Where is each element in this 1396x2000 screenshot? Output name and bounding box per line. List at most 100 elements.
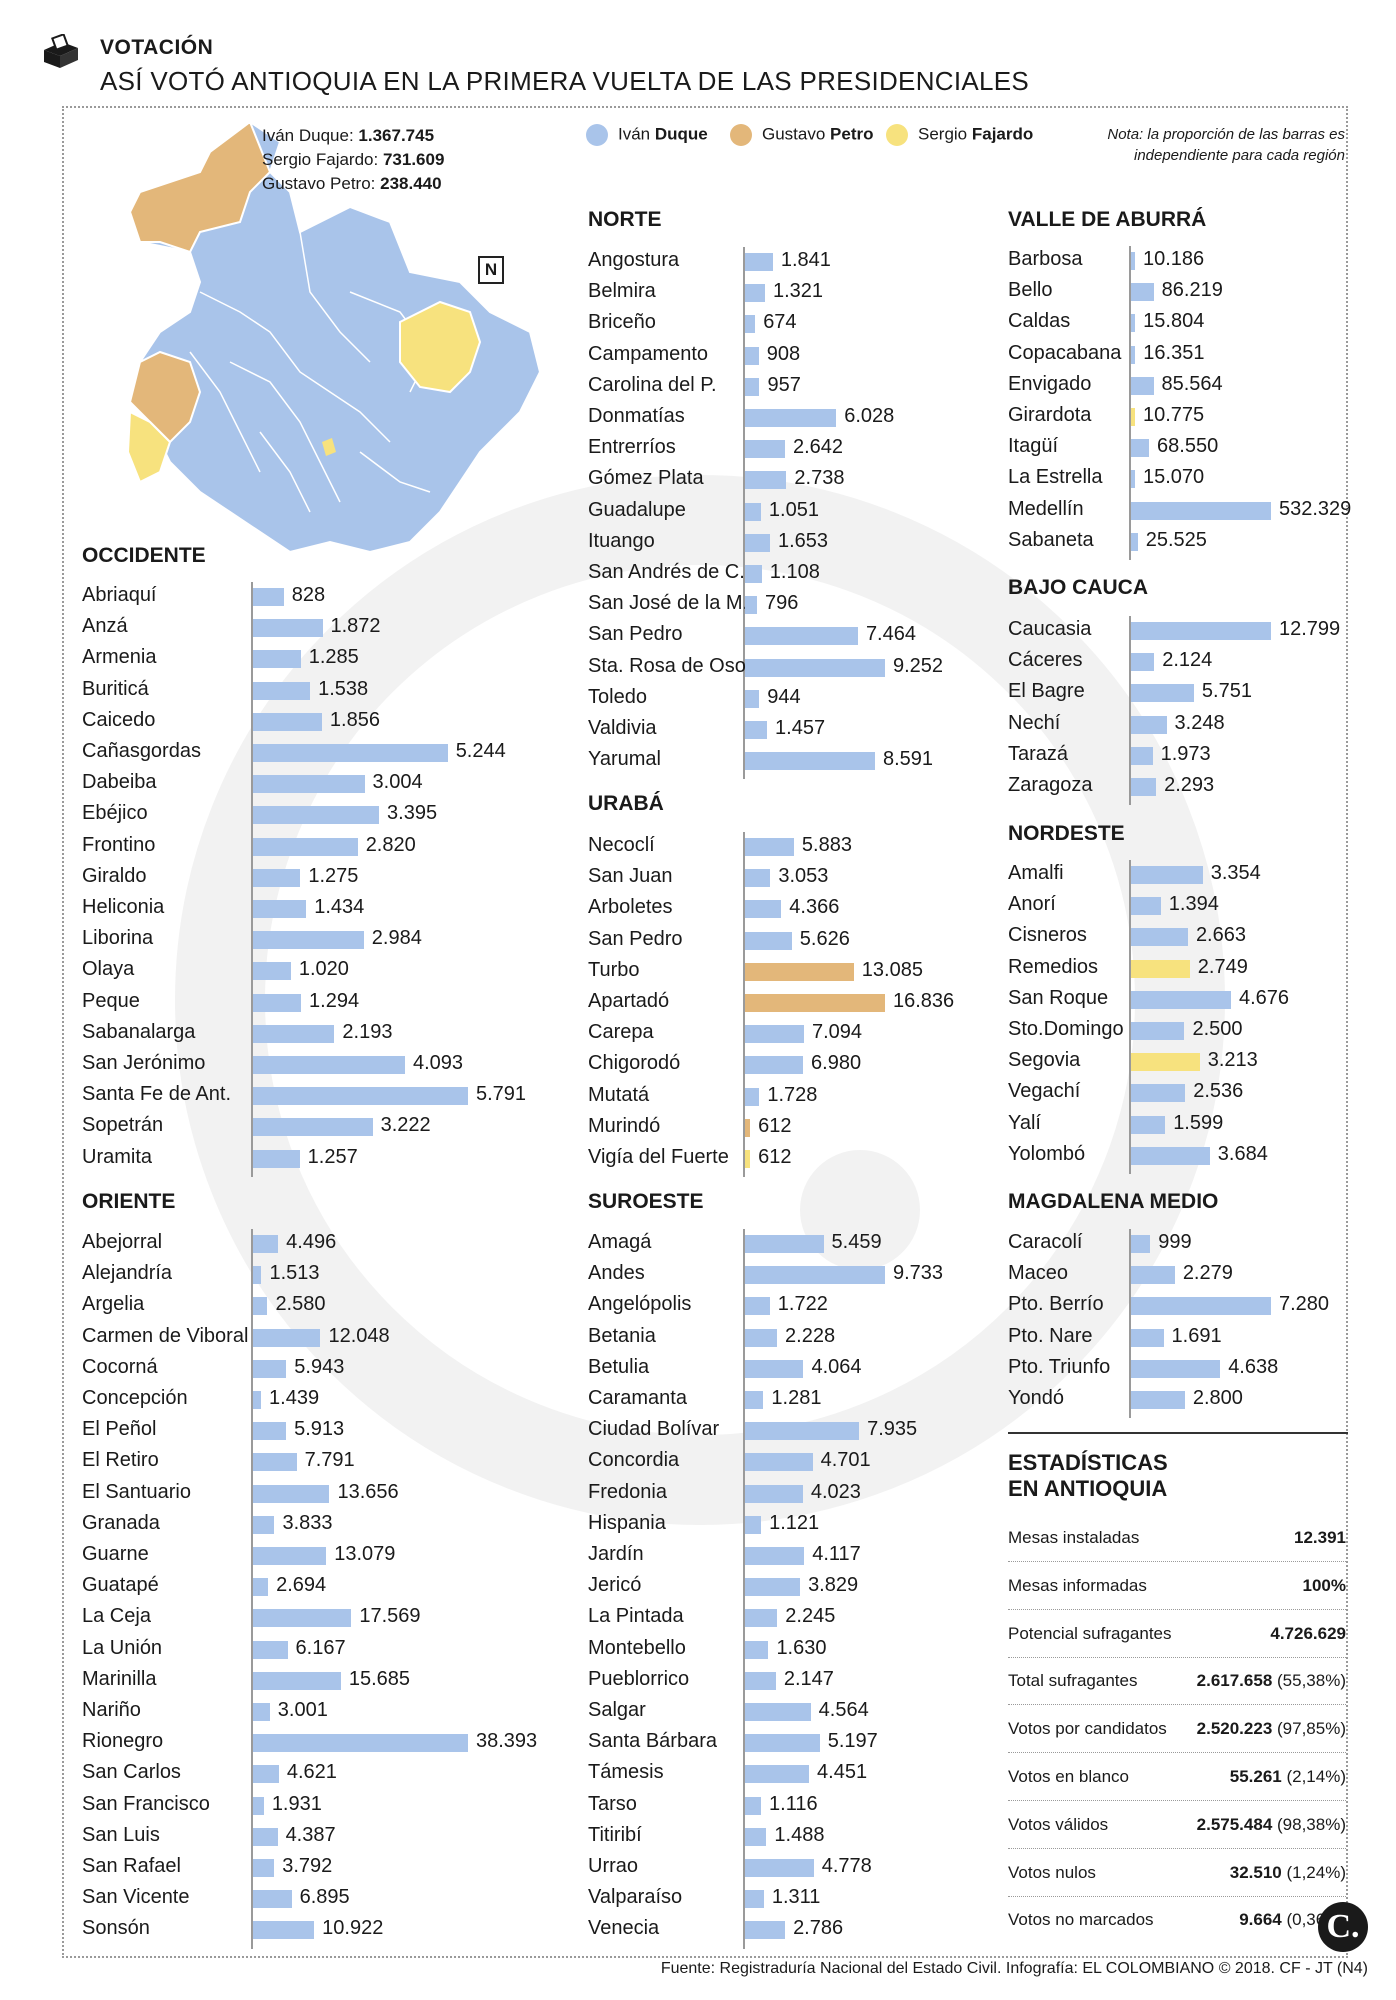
bar-suroeste-urrao: [745, 1859, 814, 1877]
label-bajo-cauca-caucasia: Caucasia: [1008, 618, 1092, 640]
value-occidente-anza: 1.872: [330, 615, 381, 638]
bar-oriente-carmen-de-viboral: [253, 1328, 321, 1347]
bar-oriente-rionegro: [253, 1734, 468, 1753]
content-frame: [62, 106, 1348, 1958]
bar-occidente-armenia: [253, 650, 301, 669]
value-uraba-murindo: 612: [758, 1114, 792, 1137]
value-norte-san-pedro: 7.464: [865, 623, 916, 646]
total-fajardo: Sergio Fajardo: 731.609: [262, 150, 445, 169]
bar-occidente-liborina: [253, 931, 364, 950]
bar-valle-de-aburra-barbosa: [1131, 252, 1135, 270]
stat-percent-votos-por-candidatos: (97,85%): [1277, 1719, 1346, 1739]
bar-occidente-sopetran: [253, 1118, 373, 1137]
label-norte-guadalupe: Guadalupe: [588, 498, 686, 521]
stat-row-total-sufragantes: Total sufragantes 2.617.658 (55,38%): [1008, 1671, 1346, 1691]
stat-value-mesas-instaladas: 12.391: [1294, 1528, 1346, 1548]
label-occidente-sabanalarga: Sabanalarga: [82, 1020, 196, 1043]
label-nordeste-amalfi: Amalfi: [1008, 862, 1064, 884]
region-title-bajo-cauca: BAJO CAUCA: [1008, 576, 1149, 599]
bar-suroeste-salgar: [745, 1703, 811, 1721]
value-suroeste-betania: 2.228: [785, 1324, 836, 1347]
header-kicker: VOTACIÓN: [100, 36, 214, 59]
bar-norte-yarumal: [745, 752, 875, 771]
value-valle-de-aburra-copacabana: 16.351: [1143, 341, 1205, 364]
stat-number-total-sufragantes: 2.617.658: [1196, 1671, 1273, 1691]
label-suroeste-urrao: Urrao: [588, 1855, 639, 1877]
stat-percent-votos-en-blanco: (2,14%): [1286, 1767, 1346, 1786]
bar-oriente-granada: [253, 1515, 275, 1534]
bar-norte-donmatias: [745, 409, 837, 427]
label-oriente-concepcion: Concepción: [82, 1387, 188, 1409]
label-suroeste-concordia: Concordia: [588, 1449, 680, 1472]
bar-bajo-cauca-caucasia: [1131, 622, 1271, 640]
bar-norte-toledo: [745, 689, 760, 708]
region-title-oriente: ORIENTE: [82, 1190, 176, 1213]
bar-occidente-ebejico: [253, 806, 380, 825]
label-magdalena-medio-maceo: Maceo: [1008, 1262, 1069, 1285]
stat-number-mesas-informadas: 100%: [1302, 1575, 1346, 1595]
label-norte-belmira: Belmira: [588, 280, 656, 303]
label-nordeste-sto-domingo: Sto.Domingo: [1008, 1018, 1124, 1040]
bar-bajo-cauca-nechi: [1131, 715, 1167, 734]
label-oriente-argelia: Argelia: [82, 1293, 145, 1316]
value-suroeste-venecia: 2.786: [793, 1917, 844, 1940]
value-bajo-cauca-taraza: 1.973: [1160, 742, 1211, 765]
label-suroeste-jerico: Jericó: [588, 1574, 642, 1597]
value-oriente-guatape: 2.694: [276, 1574, 327, 1597]
bar-suroeste-tamesis: [745, 1765, 810, 1784]
bar-norte-san-jose-de-la-m: [745, 596, 758, 615]
bar-occidente-abriaqui: [253, 588, 284, 606]
value-oriente-san-francisco: 1.931: [271, 1792, 322, 1815]
value-suroeste-tamesis: 4.451: [817, 1761, 868, 1784]
stat-label-votos-no-marcados: Votos no marcados: [1008, 1910, 1154, 1930]
value-occidente-liborina: 2.984: [371, 927, 422, 950]
axis-occidente: [251, 582, 253, 1177]
stat-percent-total-sufragantes: (55,38%): [1277, 1671, 1346, 1691]
label-norte-san-pedro: San Pedro: [588, 623, 683, 646]
value-nordeste-san-roque: 4.676: [1239, 986, 1290, 1009]
label-magdalena-medio-pto-triunfo: Pto. Triunfo: [1008, 1355, 1111, 1378]
label-valle-de-aburra-la-estrella: La Estrella: [1008, 466, 1103, 489]
value-uraba-necocli: 5.883: [801, 834, 852, 856]
label-oriente-el-santuario: El Santuario: [82, 1480, 191, 1503]
label-valle-de-aburra-medellin: Medellín: [1008, 497, 1084, 520]
label-suroeste-jardin: Jardín: [588, 1543, 644, 1565]
bar-magdalena-medio-maceo: [1131, 1266, 1175, 1285]
label-suroeste-montebello: Montebello: [588, 1636, 686, 1659]
label-suroeste-ciudad-bolivar: Ciudad Bolívar: [588, 1418, 720, 1441]
bar-oriente-concepcion: [253, 1391, 262, 1409]
region-title-suroeste: SUROESTE: [588, 1190, 704, 1213]
bar-occidente-olaya: [253, 962, 291, 981]
value-suroeste-betulia: 4.064: [811, 1355, 862, 1378]
value-magdalena-medio-pto-triunfo: 4.638: [1228, 1355, 1279, 1378]
bar-uraba-necocli: [745, 838, 794, 856]
label-uraba-necocli: Necoclí: [588, 834, 655, 856]
value-oriente-rionegro: 38.393: [476, 1730, 538, 1753]
value-oriente-san-luis: 4.387: [285, 1823, 336, 1846]
stat-separator: [1008, 1704, 1346, 1706]
stats-title-line-1: ESTADÍSTICAS: [1008, 1450, 1168, 1475]
value-valle-de-aburra-caldas: 15.804: [1143, 310, 1205, 333]
bar-oriente-sonson: [253, 1921, 315, 1940]
label-suroeste-hispania: Hispania: [588, 1511, 666, 1534]
label-suroeste-venecia: Venecia: [588, 1917, 660, 1940]
value-valle-de-aburra-envigado: 85.564: [1161, 372, 1223, 395]
label-nordeste-yolombo: Yolombó: [1008, 1142, 1086, 1165]
label-bajo-cauca-taraza: Tarazá: [1008, 742, 1069, 765]
value-oriente-san-carlos: 4.621: [286, 1761, 337, 1784]
value-oriente-el-retiro: 7.791: [304, 1449, 355, 1472]
label-suroeste-pueblorrico: Pueblorrico: [588, 1667, 690, 1690]
bar-uraba-murindo: [745, 1118, 751, 1137]
bar-magdalena-medio-pto-nare: [1131, 1328, 1164, 1347]
bar-norte-san-pedro: [745, 627, 858, 646]
bar-occidente-canasgordas: [253, 744, 448, 762]
label-norte-ituango: Ituango: [588, 529, 655, 552]
stat-label-votos-en-blanco: Votos en blanco: [1008, 1767, 1129, 1786]
stat-label-potencial-sufragantes: Potencial sufragantes: [1008, 1623, 1172, 1643]
bar-oriente-el-penol: [253, 1422, 287, 1441]
stat-row-votos-en-blanco: Votos en blanco 55.261 (2,14%): [1008, 1767, 1346, 1787]
label-suroeste-betulia: Betulia: [588, 1355, 650, 1378]
label-magdalena-medio-caracoli: Caracolí: [1008, 1231, 1083, 1253]
stat-label-mesas-informadas: Mesas informadas: [1008, 1575, 1147, 1595]
value-oriente-la-ceja: 17.569: [359, 1605, 421, 1628]
